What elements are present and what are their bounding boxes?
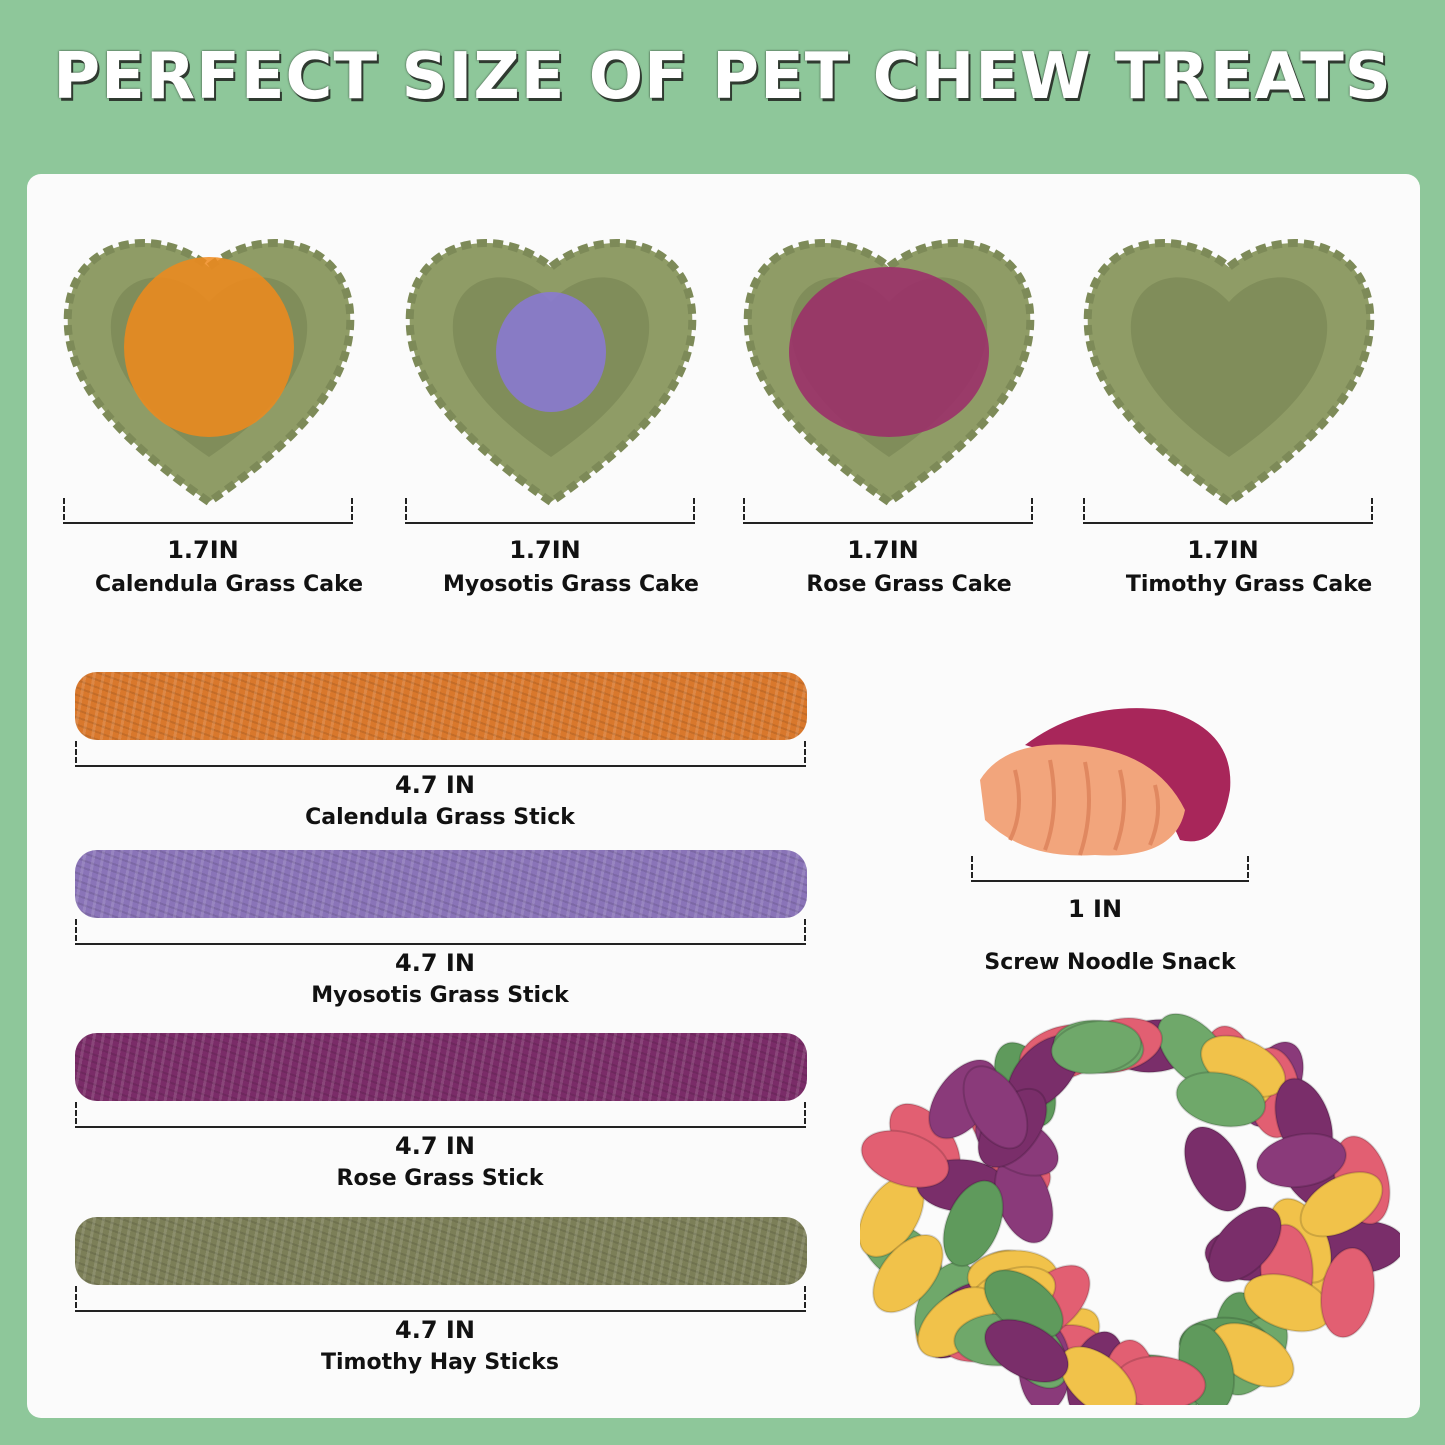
noodle-piece <box>942 1179 1004 1268</box>
cake-name: Timothy Grass Cake <box>1125 572 1373 597</box>
stick-size: 4.7 IN <box>395 949 475 977</box>
stick-name: Timothy Hay Sticks <box>320 1350 560 1375</box>
cake-name: Myosotis Grass Cake <box>443 572 699 597</box>
cake-size: 1.7IN <box>167 536 239 564</box>
cake-size: 1.7IN <box>509 536 581 564</box>
noodle-piece <box>983 1318 1070 1384</box>
grass-stick-image <box>75 850 807 918</box>
grass-cake-image <box>405 239 697 507</box>
noodle-piece <box>1207 1205 1283 1283</box>
noodle-piece <box>872 1233 944 1314</box>
grass-stick-image <box>75 672 807 740</box>
grass-cake-image <box>63 239 355 507</box>
grass-stick-image <box>75 1217 807 1285</box>
stick-measure-line <box>75 741 806 767</box>
noodle-piece <box>1299 1171 1384 1238</box>
noodle-measure-line <box>971 856 1249 882</box>
cake-measure-line <box>63 498 353 524</box>
stick-size: 4.7 IN <box>395 771 475 799</box>
noodle-piece <box>1320 1246 1376 1339</box>
cake-measure-line <box>1083 498 1373 524</box>
stick-measure-line <box>75 919 806 945</box>
stick-measure-line <box>75 1286 806 1312</box>
grass-stick-image <box>75 1033 807 1101</box>
cake-measure-line <box>405 498 695 524</box>
cake-measure-line <box>743 498 1033 524</box>
noodle-piece <box>962 1065 1029 1150</box>
stick-name: Myosotis Grass Stick <box>311 983 569 1008</box>
noodle-piece <box>1175 1071 1267 1128</box>
grass-cake-image <box>743 239 1035 507</box>
cake-size: 1.7IN <box>847 536 919 564</box>
noodle-piece <box>1183 1126 1247 1213</box>
page-title: PERFECT SIZE OF PET CHEW TREATS <box>53 40 1392 114</box>
stick-size: 4.7 IN <box>395 1316 475 1344</box>
stick-name: Rose Grass Stick <box>336 1166 544 1191</box>
noodle-name: Screw Noodle Snack <box>984 950 1236 975</box>
cake-name: Calendula Grass Cake <box>94 572 364 597</box>
screw-noodle-image <box>980 708 1231 856</box>
cake-size: 1.7IN <box>1187 536 1259 564</box>
noodle-size: 1 IN <box>1067 895 1123 923</box>
stick-measure-line <box>75 1102 806 1128</box>
cake-name: Rose Grass Cake <box>806 572 1012 597</box>
noodle-piece <box>1255 1132 1347 1189</box>
stick-size: 4.7 IN <box>395 1132 475 1160</box>
noodle-piece <box>1050 1019 1143 1075</box>
noodle-pile-image <box>860 1012 1400 1405</box>
stick-name: Calendula Grass Stick <box>305 805 575 830</box>
noodle-piece <box>860 1129 950 1189</box>
grass-cake-image <box>1083 239 1375 507</box>
